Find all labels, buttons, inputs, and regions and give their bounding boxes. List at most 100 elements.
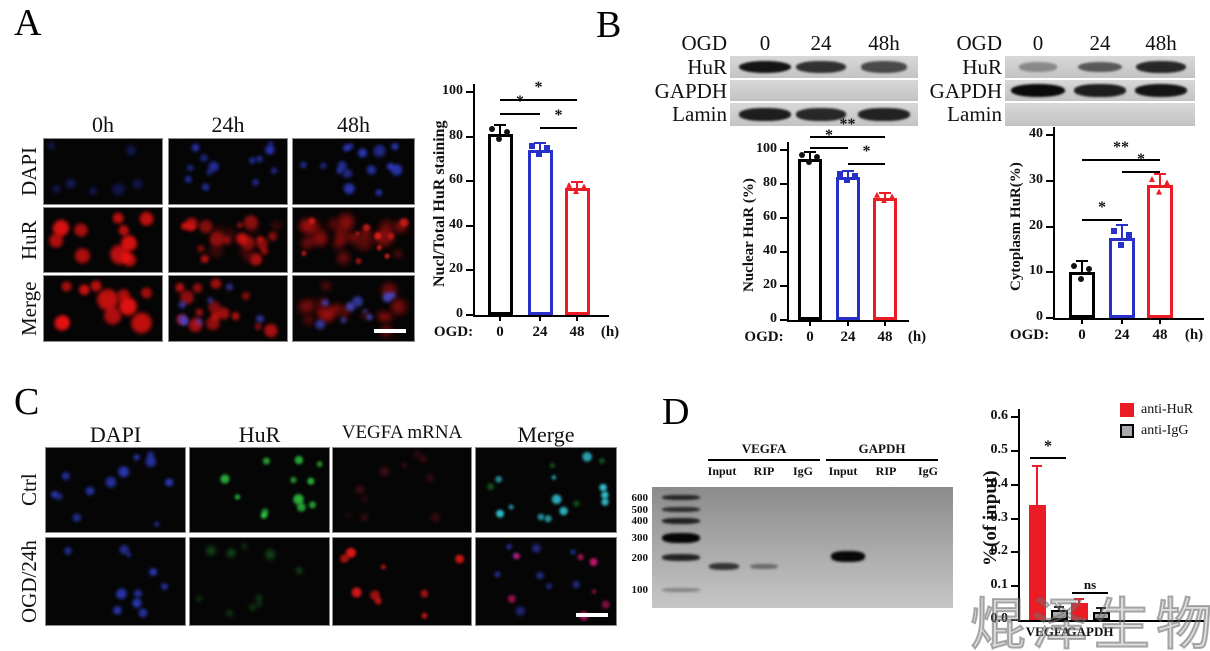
x-axis-prefix: OGD: bbox=[1009, 327, 1050, 343]
fluorescence-dot bbox=[492, 474, 504, 485]
fluorescence-dot bbox=[261, 455, 272, 467]
error-bar-line bbox=[809, 151, 811, 166]
blot-band bbox=[1134, 84, 1188, 97]
column-header: 0h bbox=[92, 112, 114, 137]
y-tick-label: 0.1 bbox=[990, 577, 1009, 593]
panel-d-rip-chart: %(of input) 0.0 0.1 0.2 0.3 0.4 0.5 0.6 VEGFA GAP… bbox=[980, 400, 1210, 651]
fluorescence-dot bbox=[254, 312, 267, 325]
blot-band bbox=[858, 108, 910, 121]
micrograph-cell bbox=[168, 275, 288, 342]
fluorescence-dot bbox=[53, 312, 72, 334]
bar bbox=[1028, 504, 1046, 620]
x-tick-label: 24 bbox=[532, 324, 548, 340]
fluorescence-dot bbox=[208, 277, 224, 290]
micrograph-cell bbox=[168, 207, 288, 273]
error-bar-cap bbox=[571, 181, 583, 184]
blot-row-label: HuR bbox=[687, 55, 727, 79]
blot-strip bbox=[730, 56, 918, 78]
fluorescence-dot bbox=[493, 570, 502, 579]
data-point bbox=[814, 153, 820, 160]
y-tick-mark bbox=[780, 183, 787, 185]
data-point bbox=[1086, 266, 1092, 273]
data-point bbox=[844, 177, 850, 184]
fluorescence-dot bbox=[84, 485, 96, 497]
fluorescence-dot bbox=[507, 503, 515, 511]
bar bbox=[1070, 603, 1088, 620]
fluorescence-dot bbox=[217, 471, 232, 487]
y-tick-mark bbox=[1046, 271, 1053, 274]
x-axis-suffix: (h) bbox=[907, 329, 927, 345]
y-tick-mark bbox=[466, 180, 473, 183]
fluorescence-dot bbox=[45, 141, 57, 151]
fluorescence-dot bbox=[126, 143, 137, 157]
blot-row-label: HuR bbox=[962, 55, 1002, 79]
micrograph-cell bbox=[292, 138, 415, 205]
fluorescence-dot bbox=[376, 463, 393, 481]
y-tick-mark bbox=[780, 251, 787, 253]
fluorescence-dot bbox=[389, 142, 400, 151]
data-point bbox=[489, 126, 495, 133]
data-point bbox=[1078, 275, 1084, 282]
fluorescence-dot bbox=[299, 161, 309, 170]
y-axis-line bbox=[1053, 127, 1055, 318]
fluorescence-dot bbox=[340, 316, 347, 325]
error-bar-line bbox=[1100, 608, 1102, 612]
micrograph-cell bbox=[168, 138, 288, 205]
fluorescence-dot bbox=[341, 167, 355, 180]
gel-lane-label: Input bbox=[707, 464, 737, 478]
fluorescence-dot bbox=[104, 474, 118, 490]
fluorescence-dot bbox=[250, 178, 261, 187]
error-bar-cap bbox=[1096, 607, 1106, 610]
fluorescence-dot bbox=[152, 520, 162, 529]
significance-label: ** bbox=[1113, 139, 1129, 157]
data-point bbox=[1149, 176, 1155, 183]
y-tick-mark bbox=[1046, 317, 1053, 319]
y-tick-label: 0 bbox=[770, 311, 777, 326]
legend-label: anti-HuR bbox=[1141, 402, 1194, 417]
fluorescence-dot bbox=[159, 580, 171, 592]
y-tick-label: 0 bbox=[1036, 309, 1043, 324]
gel-ladder-band bbox=[662, 495, 700, 501]
panel-a-bar-chart: Nucl/Total HuR staining 0 20 40 60 80 100 0 24 48… bbox=[430, 70, 619, 366]
x-tick-mark bbox=[1121, 318, 1123, 324]
data-point bbox=[1071, 262, 1077, 269]
micrograph-cell bbox=[189, 447, 330, 533]
row-header: OGD/24h bbox=[17, 540, 41, 623]
fluorescence-dot bbox=[357, 148, 369, 159]
fluorescence-dot bbox=[289, 475, 298, 485]
significance-label: * bbox=[862, 142, 871, 160]
panel-a-label: A bbox=[14, 2, 42, 44]
fluorescence-dot bbox=[340, 179, 359, 199]
fluorescence-dot bbox=[392, 248, 403, 260]
fluorescence-dot bbox=[224, 546, 238, 560]
fluorescence-dot bbox=[196, 244, 206, 253]
row-header: Ctrl bbox=[17, 473, 41, 507]
significance-line bbox=[1082, 219, 1122, 222]
blot-band bbox=[1011, 84, 1065, 97]
micrograph-cell bbox=[45, 447, 186, 533]
fluorescence-dot bbox=[360, 494, 369, 502]
gel-image bbox=[652, 487, 953, 608]
y-tick-label: 60 bbox=[763, 209, 777, 224]
x-tick-mark bbox=[576, 315, 578, 321]
y-tick-label: 100 bbox=[756, 141, 777, 156]
fluorescence-dot bbox=[64, 177, 77, 190]
fluorescence-dot bbox=[313, 317, 327, 332]
fluorescence-dot bbox=[528, 540, 544, 556]
fluorescence-dot bbox=[362, 223, 372, 231]
fluorescence-dot bbox=[348, 584, 366, 602]
fluorescence-dot bbox=[588, 557, 598, 567]
error-bar-cap bbox=[1054, 606, 1064, 609]
gel-ladder-band bbox=[662, 554, 700, 562]
significance-line bbox=[810, 147, 848, 150]
fluorescence-dot bbox=[550, 473, 558, 481]
data-point bbox=[1126, 231, 1132, 238]
x-tick-label: 48 bbox=[877, 329, 893, 345]
fluorescence-dot bbox=[110, 603, 125, 617]
x-axis-prefix: OGD: bbox=[744, 329, 784, 345]
x-tick-mark bbox=[499, 315, 501, 321]
bar bbox=[1109, 237, 1135, 318]
y-tick-mark bbox=[780, 217, 787, 219]
panel-b-label: B bbox=[596, 4, 622, 46]
x-tick-mark bbox=[1159, 318, 1161, 324]
